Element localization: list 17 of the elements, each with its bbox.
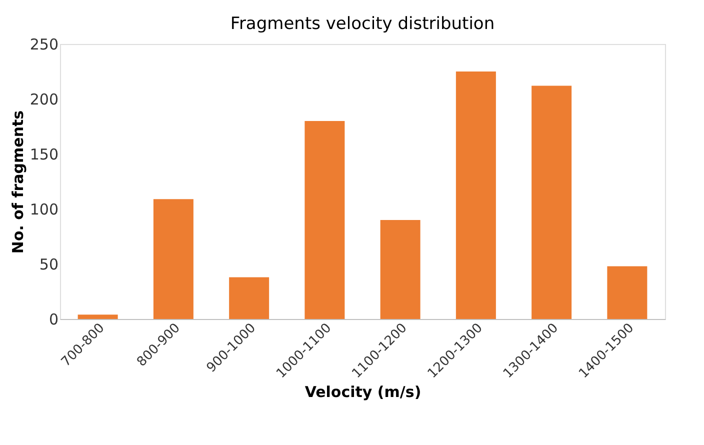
x-axis-title: Velocity (m/s) xyxy=(304,382,422,401)
bar xyxy=(607,266,648,319)
y-tick-label: 100 xyxy=(30,200,58,218)
y-tick-label: 200 xyxy=(30,90,58,108)
bar xyxy=(229,277,270,319)
y-tick-label: 0 xyxy=(48,310,58,328)
y-axis-title: No. of fragments xyxy=(8,110,27,254)
bar xyxy=(78,314,118,319)
y-tick-label: 150 xyxy=(30,146,58,164)
bar xyxy=(532,86,572,319)
bar xyxy=(380,220,420,319)
y-tick-label: 250 xyxy=(30,36,58,54)
bar xyxy=(456,72,496,319)
chart-title: Fragments velocity distribution xyxy=(230,14,495,34)
y-tick-label: 50 xyxy=(39,256,58,274)
bar xyxy=(153,199,194,319)
bar xyxy=(304,121,345,319)
